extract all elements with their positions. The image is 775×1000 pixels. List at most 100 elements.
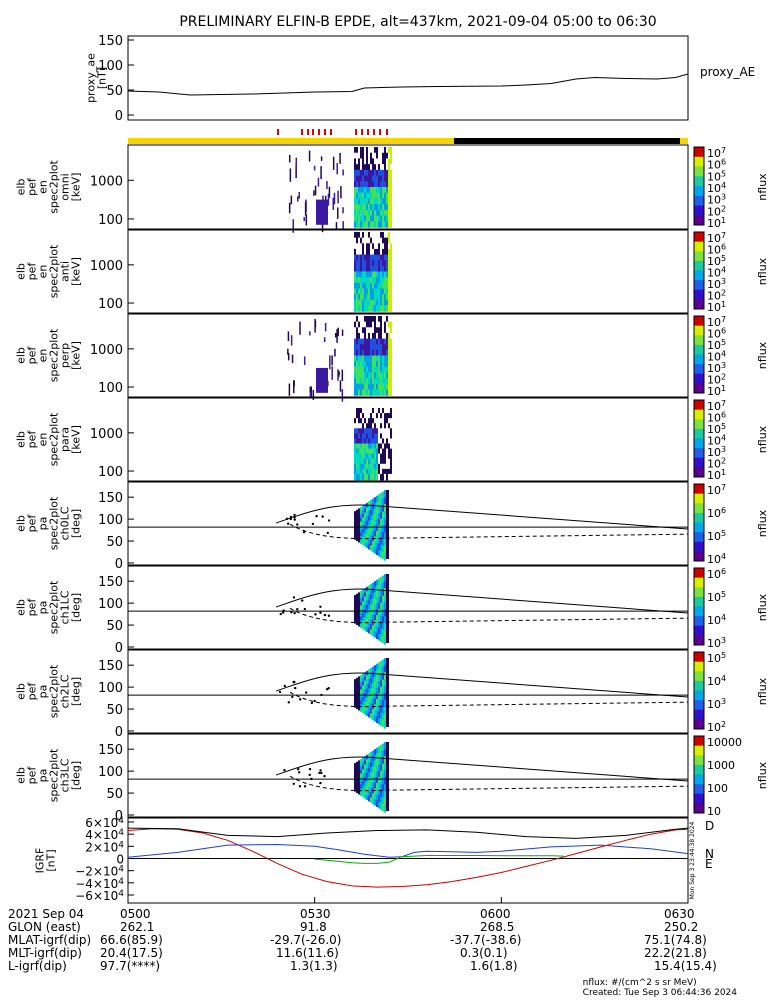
spectrogram-cell [380, 366, 382, 374]
spectrogram-cell [358, 265, 360, 273]
pitch-angle-cell [384, 798, 386, 806]
spectrogram-cell [382, 152, 384, 160]
pitch-angle-cell [384, 518, 386, 526]
ytick-label: 6×104 [85, 816, 124, 830]
spectrogram-cell [376, 366, 378, 374]
panel-frame [127, 565, 689, 650]
spectrogram-cell [374, 448, 376, 455]
pitch-angle-cell [380, 544, 382, 552]
spectrogram-cell [390, 204, 392, 211]
spectrogram-cell [380, 158, 382, 165]
sparse-marker [281, 611, 285, 614]
spectrogram-cell [374, 372, 376, 379]
pitch-angle-cell [374, 760, 376, 767]
spectrogram-cell [384, 378, 386, 385]
pitch-angle-cell [380, 531, 382, 539]
row-value: 11.6(11.6) [276, 946, 339, 960]
spectrogram-cell [366, 338, 368, 345]
spectrogram-cell [358, 443, 360, 450]
pitch-angle-cell [362, 505, 364, 510]
pitch-angle-cell [358, 511, 360, 516]
spectrogram-cell [384, 448, 386, 455]
spectrogram-cell [386, 344, 388, 351]
colorbar-label: nflux [756, 509, 769, 537]
pitch-angle-cell [358, 599, 360, 603]
spectrogram-speck [336, 163, 338, 175]
spectrogram-cell [376, 282, 378, 290]
pitch-angle-cell [384, 658, 386, 666]
spectrogram-cell [356, 164, 358, 171]
spectrogram-cell [366, 433, 368, 440]
spectrogram-cell [356, 282, 358, 290]
spectrogram-cell [376, 288, 378, 295]
ylabel-line: [nT] [96, 67, 109, 89]
spectrogram-cell [376, 164, 378, 171]
pitch-angle-cell [376, 615, 378, 622]
science-zone-mark [361, 129, 363, 135]
pitch-angle-cell [364, 596, 366, 602]
spectrogram-cell [386, 299, 388, 307]
spectrogram-cell [378, 204, 380, 211]
pitch-angle-cell [362, 761, 364, 766]
spectrogram-cell [390, 181, 392, 188]
spectrogram-cell [386, 438, 388, 445]
spectrogram-cell [362, 473, 364, 481]
pitch-angle-cell [358, 531, 360, 536]
spectrogram-cell [386, 147, 388, 154]
pitch-angle-cell [358, 683, 360, 687]
pitch-angle-cell [362, 509, 364, 514]
spectrogram-cell [390, 473, 392, 481]
spectrogram-cell [364, 428, 366, 435]
colorbar-tick-label: 103 [707, 636, 726, 650]
science-zone-mark [318, 129, 320, 135]
spectrogram-cell [368, 221, 370, 228]
spectrogram-cell [368, 282, 370, 290]
spectrogram-cell [366, 372, 368, 379]
spectrogram-cell [362, 294, 364, 301]
spectrogram-cell [386, 260, 388, 267]
spectrogram-cell [376, 299, 378, 307]
colorbar-segment [694, 541, 704, 552]
pitch-angle-cell [360, 601, 362, 607]
spectrogram-cell [378, 147, 380, 154]
pitch-angle-cell [364, 617, 366, 623]
spectrogram-cell [360, 248, 362, 256]
spectrogram-cell [380, 408, 382, 415]
science-zone-mark [301, 129, 303, 135]
pitch-angle-cell [356, 509, 358, 514]
ylabel-line: [keV] [70, 257, 83, 286]
spectrogram-cell [364, 423, 366, 430]
colorbar-segment [694, 156, 704, 167]
loss-cone-line [275, 588, 689, 614]
pitch-angle-cell [380, 699, 382, 707]
spectrogram-cell [372, 277, 374, 284]
ylabel-line: spec2plot [48, 664, 61, 718]
spectrogram-cell [380, 349, 382, 357]
spectrogram-cell [362, 366, 364, 374]
spectrogram-cell [368, 327, 370, 334]
colorbar-segment [694, 690, 704, 701]
spectrogram-cell [358, 288, 360, 295]
pitch-angle-cell [378, 512, 380, 520]
pitch-angle-cell [380, 609, 382, 617]
spectrogram-cell [390, 254, 392, 261]
pitch-angle-cell [382, 491, 384, 499]
spectrogram-cell [362, 463, 364, 471]
spectrogram-cell [390, 383, 392, 391]
pitch-angle-cell [356, 596, 358, 601]
spectrogram-cell [356, 277, 358, 284]
pitch-angle-cell [358, 760, 360, 765]
spectrogram-cell [366, 366, 368, 374]
spectrogram-cell [378, 243, 380, 250]
spectrogram-cell [378, 237, 380, 245]
spectrogram-cell [390, 187, 392, 194]
pitch-angle-cell [368, 669, 370, 675]
pitch-angle-cell [372, 630, 374, 637]
spectrogram-cell [378, 468, 380, 476]
pitch-angle-cell [356, 515, 358, 520]
ylabel-line: ch3LC [59, 758, 72, 792]
colorbar-segment [694, 522, 704, 533]
spectrogram-cell [384, 221, 386, 228]
ytick-label: 1000 [90, 343, 123, 358]
spectrogram-cell [360, 299, 362, 307]
